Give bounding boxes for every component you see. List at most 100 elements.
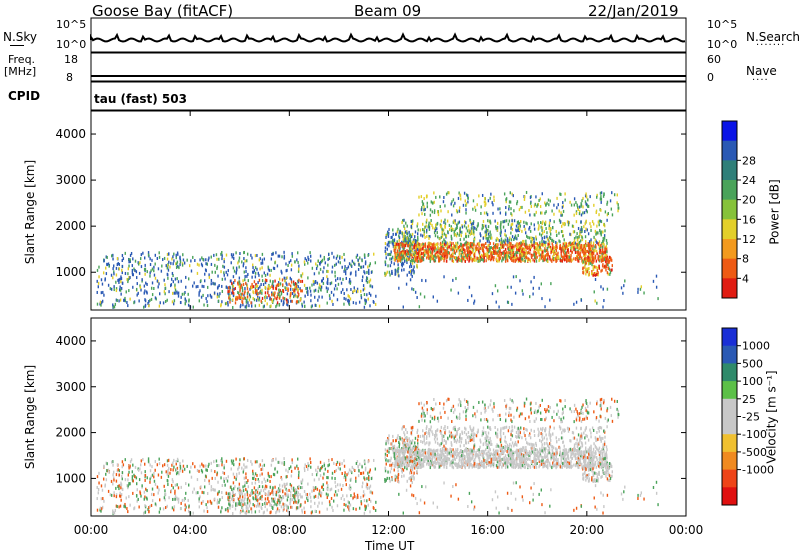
power-cell <box>438 248 440 252</box>
power-cell <box>343 302 345 306</box>
power-cell <box>552 239 555 243</box>
power-cell <box>461 225 464 229</box>
velocity-cell <box>149 469 152 473</box>
power-cell <box>258 278 261 282</box>
power-cell <box>580 213 583 217</box>
power-cell <box>139 257 142 261</box>
power-cell <box>396 240 398 244</box>
velocity-cell <box>287 509 289 513</box>
velocity-cell <box>193 487 195 491</box>
velocity-cell <box>246 504 248 508</box>
power-cell <box>267 265 269 269</box>
power-cell <box>493 244 496 248</box>
power-cell <box>637 287 639 291</box>
power-cell <box>481 253 483 257</box>
power-cell <box>384 273 386 277</box>
power-cell <box>191 284 194 288</box>
power-cell <box>418 305 421 309</box>
power-cell <box>511 213 513 217</box>
velocity-cell <box>258 484 261 488</box>
power-cell <box>428 241 430 245</box>
velocity-cell <box>212 487 214 491</box>
power-cell <box>263 304 265 308</box>
velocity-cell <box>177 497 180 501</box>
power-cell <box>118 288 121 292</box>
velocity-cell <box>270 503 272 507</box>
power-cell <box>576 238 579 242</box>
power-cell <box>584 200 587 204</box>
velocity-cell <box>313 488 315 492</box>
power-cell <box>109 287 112 291</box>
power-cell <box>121 268 123 272</box>
power-cell <box>309 251 311 255</box>
power-cell <box>521 289 524 293</box>
power-cell <box>307 261 309 265</box>
power-cell <box>426 251 428 255</box>
power-cell <box>487 199 490 203</box>
power-cell <box>493 252 496 256</box>
power-cell <box>173 259 175 263</box>
power-cell <box>414 235 416 239</box>
power-cell <box>514 253 516 257</box>
power-cell <box>392 244 395 248</box>
power-cell <box>459 227 461 231</box>
velocity-cell <box>255 489 257 493</box>
power-cell <box>551 242 553 246</box>
velocity-cell <box>131 477 134 481</box>
velocity-cell <box>133 473 135 477</box>
velocity-cell <box>233 487 235 491</box>
power-cell <box>585 219 587 223</box>
power-cell <box>556 258 558 262</box>
power-cell <box>541 222 543 226</box>
power-cell <box>518 243 521 247</box>
power-cell <box>469 218 471 222</box>
power-cell <box>491 254 493 258</box>
power-cell <box>601 268 603 272</box>
velocity-cell <box>319 474 322 478</box>
power-cell <box>521 229 523 233</box>
velocity-cell <box>108 470 110 474</box>
power-cell <box>419 248 422 252</box>
power-cell <box>533 240 535 244</box>
velocity-cell <box>416 446 418 450</box>
velocity-cell <box>388 450 390 454</box>
power-cell <box>563 247 565 251</box>
power-cell <box>588 246 590 250</box>
velocity-cell <box>333 493 336 497</box>
power-cell <box>245 269 247 273</box>
power-cell <box>112 303 114 307</box>
power-cell <box>580 220 582 224</box>
velocity-cell <box>258 480 260 484</box>
velocity-cell <box>181 498 184 502</box>
power-cell <box>498 239 501 243</box>
power-cell <box>595 249 598 253</box>
power-cell <box>416 242 419 246</box>
velocity-cell <box>228 502 230 506</box>
power-cell <box>499 233 502 237</box>
power-cell <box>368 280 371 284</box>
power-cell <box>594 273 597 277</box>
velocity-cell <box>207 464 210 468</box>
power-cell <box>531 240 533 244</box>
power-cell <box>472 257 474 261</box>
velocity-cell <box>314 501 316 505</box>
power-cell <box>449 228 451 232</box>
velocity-cell <box>255 495 257 499</box>
power-cell <box>221 277 224 281</box>
velocity-cell <box>254 481 257 485</box>
power-cell <box>469 246 471 250</box>
velocity-cell <box>110 493 113 497</box>
power-cell <box>538 286 540 290</box>
power-cell <box>406 240 408 244</box>
velocity-cell <box>283 457 285 461</box>
velocity-cell <box>252 491 255 495</box>
power-cell <box>235 297 237 301</box>
velocity-cell <box>115 495 118 499</box>
velocity-cell <box>101 488 104 492</box>
power-cell <box>307 276 309 280</box>
power-cell <box>115 298 118 302</box>
velocity-cell <box>201 490 203 494</box>
velocity-cell <box>272 490 275 494</box>
power-cell <box>422 242 425 246</box>
velocity-cell <box>210 501 212 505</box>
